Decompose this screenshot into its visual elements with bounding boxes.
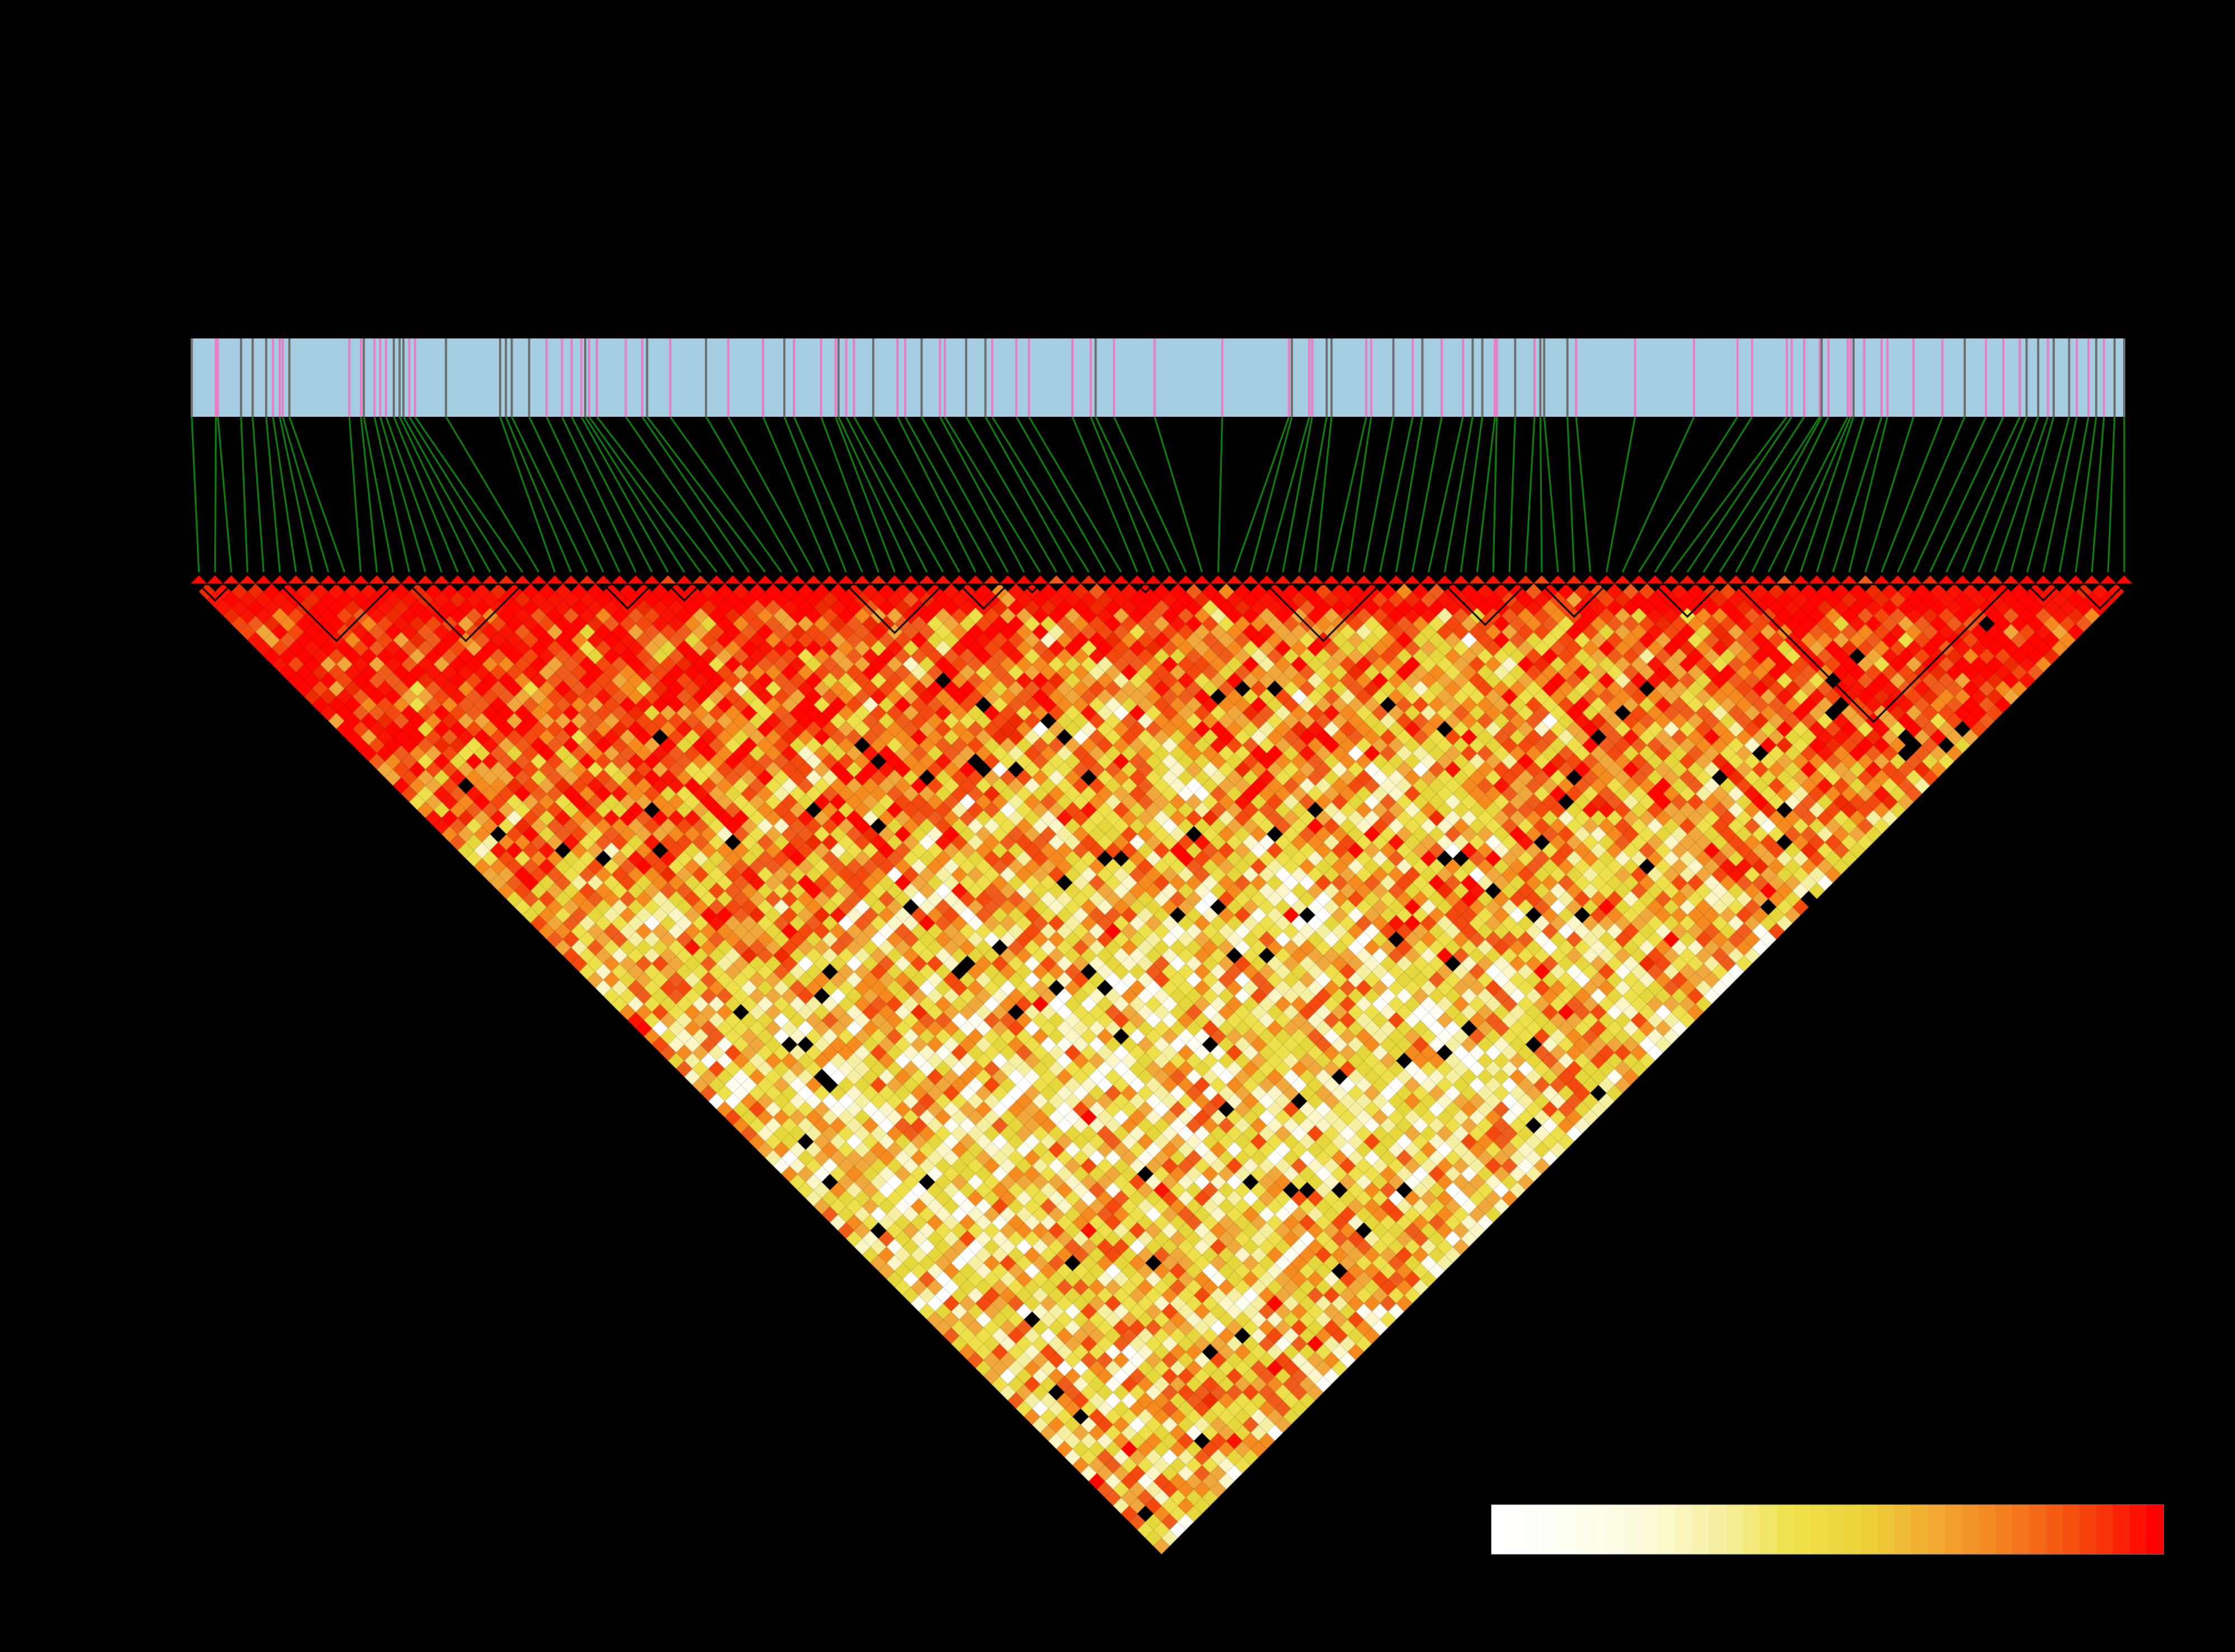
ld-colorbar: [1491, 1504, 2164, 1555]
